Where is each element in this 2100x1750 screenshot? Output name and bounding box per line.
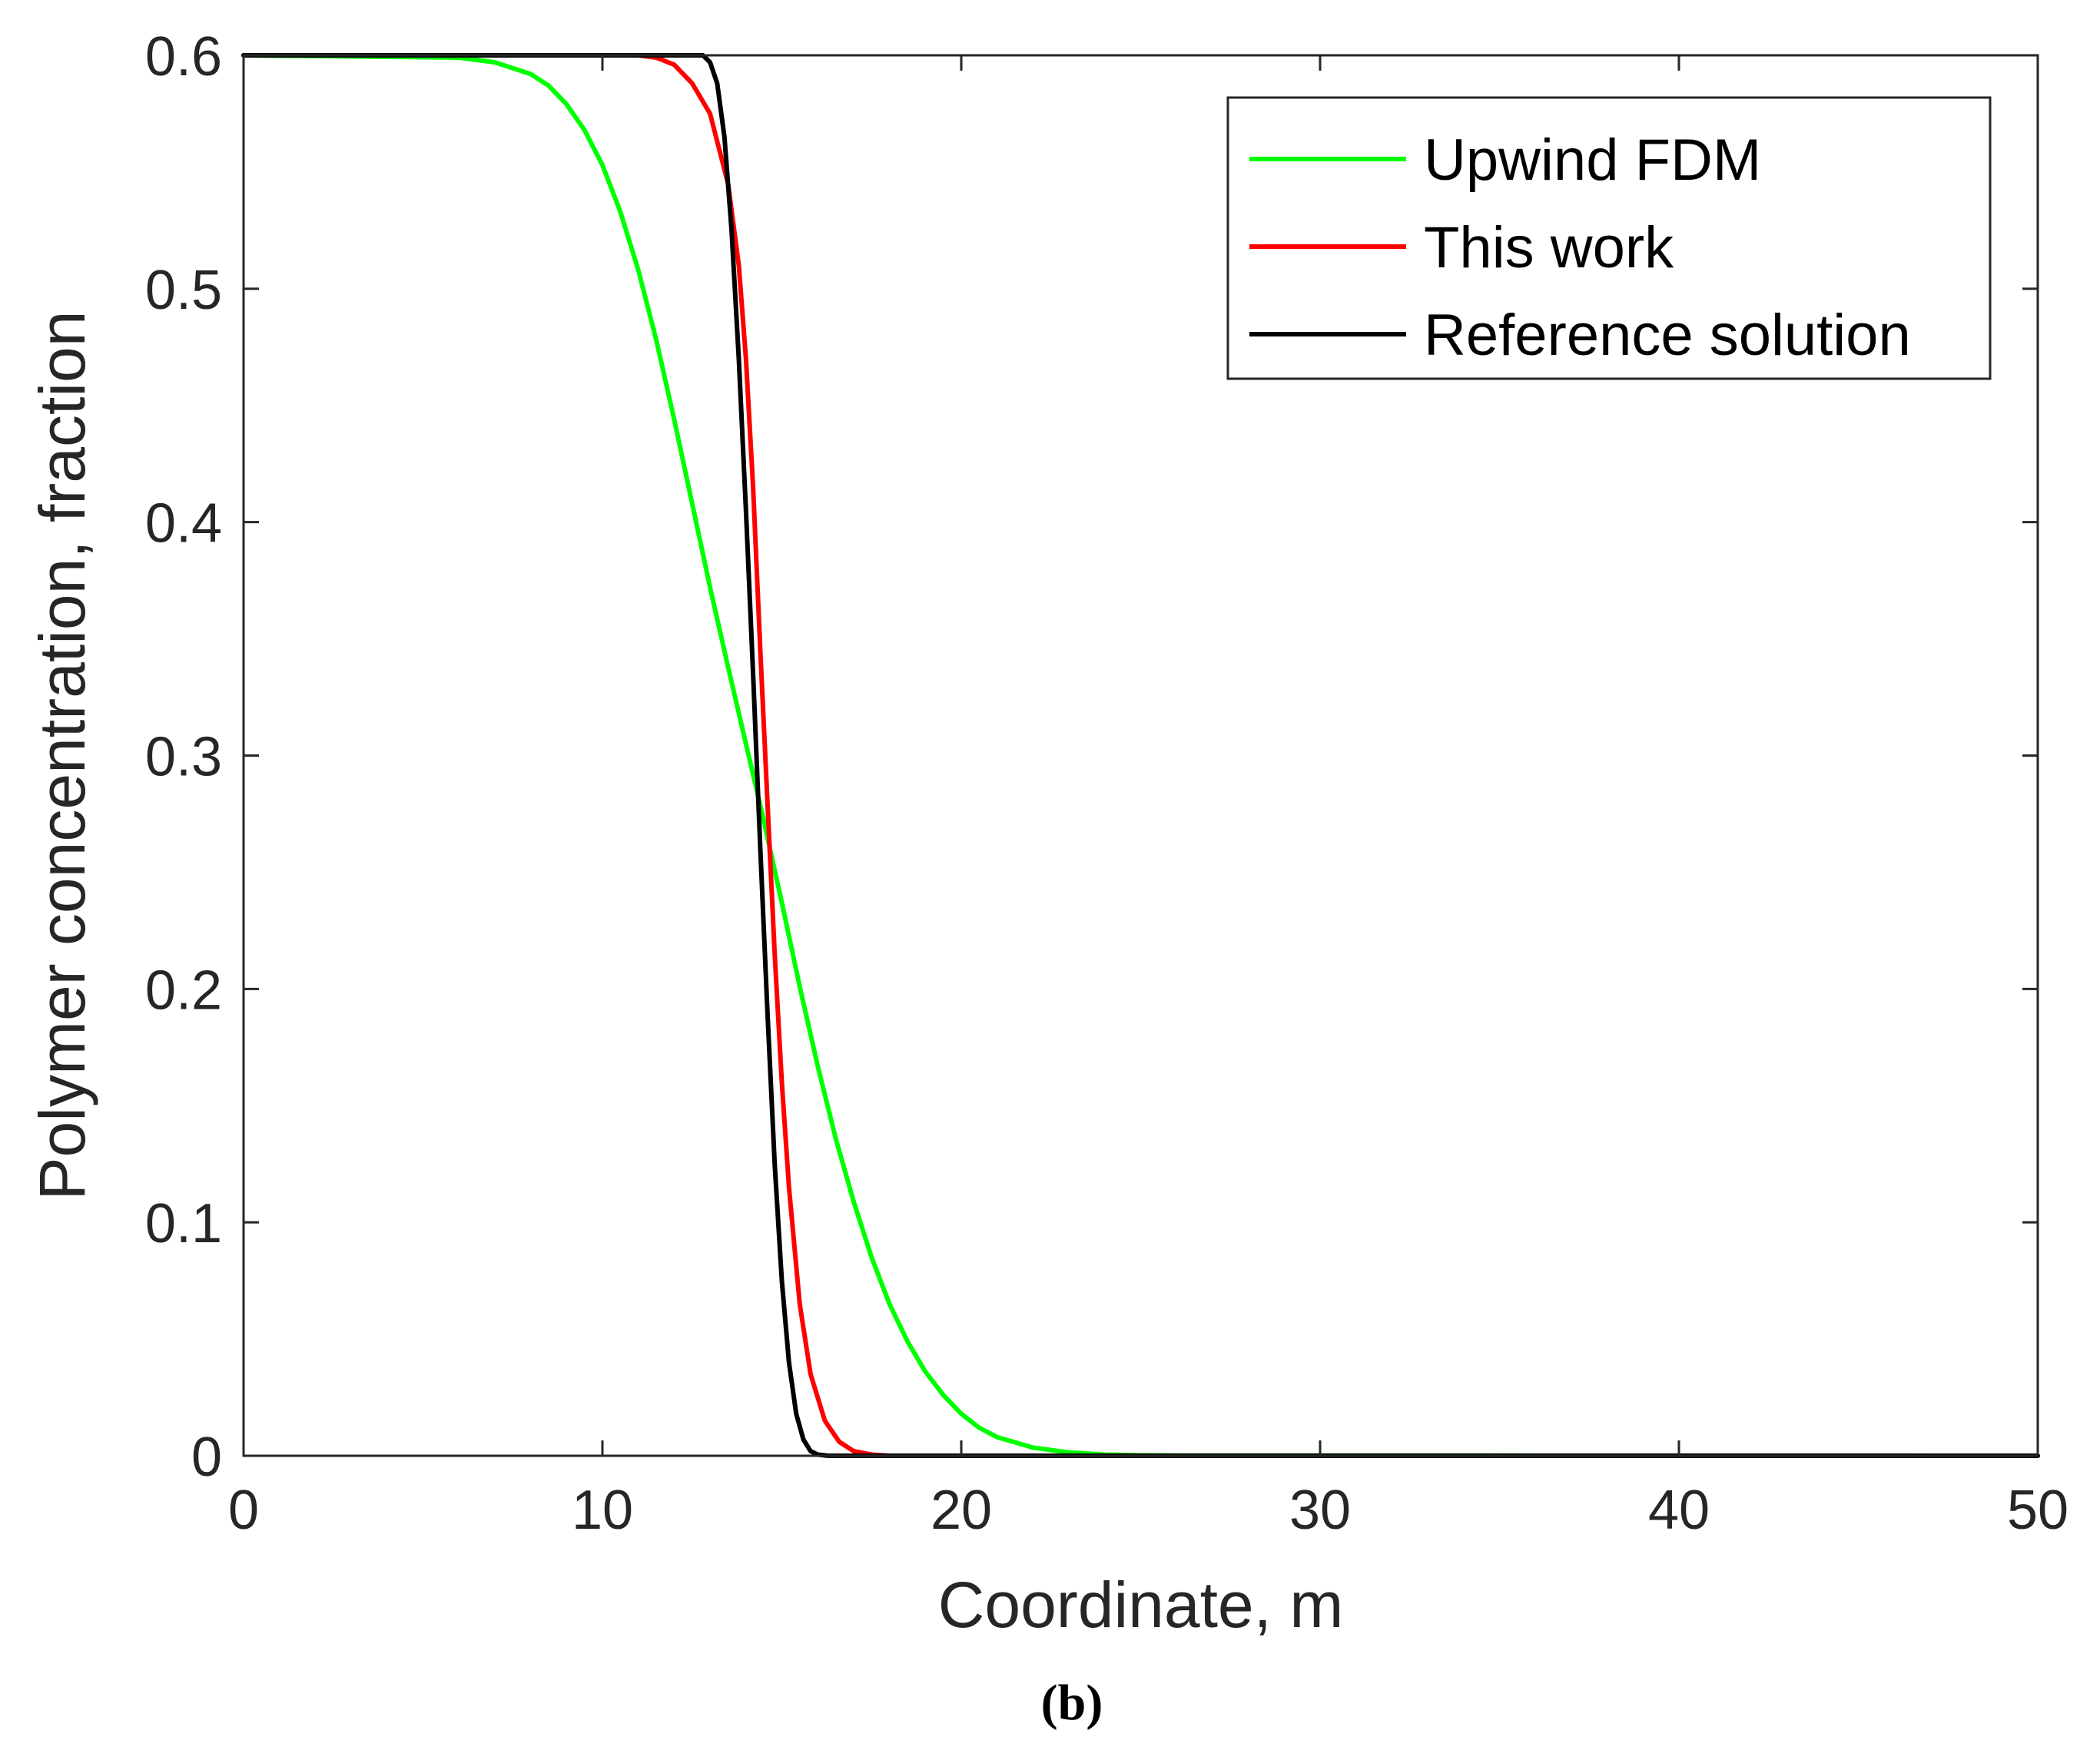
figure-caption: (b) <box>1041 1675 1103 1731</box>
legend-label: This work <box>1424 215 1674 280</box>
x-axis-label: Coordinate, m <box>938 1569 1344 1641</box>
y-tick-label: 0.3 <box>145 727 222 788</box>
y-tick-label: 0.4 <box>145 493 222 555</box>
x-tick-label: 50 <box>2007 1480 2068 1541</box>
y-tick-label: 0.2 <box>145 960 222 1021</box>
x-tick-label: 30 <box>1289 1480 1351 1541</box>
x-tick-label: 40 <box>1648 1480 1710 1541</box>
series-line-this-work <box>241 53 2040 1458</box>
series-line-upwind-fdm <box>241 53 2040 1458</box>
y-tick-label: 0.1 <box>145 1193 222 1254</box>
legend-label: Upwind FDM <box>1424 128 1761 193</box>
series-layer <box>241 53 2040 1458</box>
tick-layer: 0 10 20 30 40 50 0 0.1 0.2 0.3 0.4 0.5 0.6 <box>145 26 2068 1541</box>
x-tick-label: 20 <box>931 1480 992 1541</box>
legend: Upwind FDM This work Reference solution <box>1226 96 1992 380</box>
y-tick-label: 0 <box>191 1427 222 1488</box>
y-tick-label: 0.6 <box>145 26 222 88</box>
legend-label: Reference solution <box>1424 303 1911 368</box>
series-line-reference-solution <box>241 53 2040 1458</box>
x-tick-label: 10 <box>572 1480 633 1541</box>
y-tick-label: 0.5 <box>145 260 222 321</box>
y-axis-label: Polymer concentration, fraction <box>26 311 98 1201</box>
x-tick-label: 0 <box>228 1480 259 1541</box>
